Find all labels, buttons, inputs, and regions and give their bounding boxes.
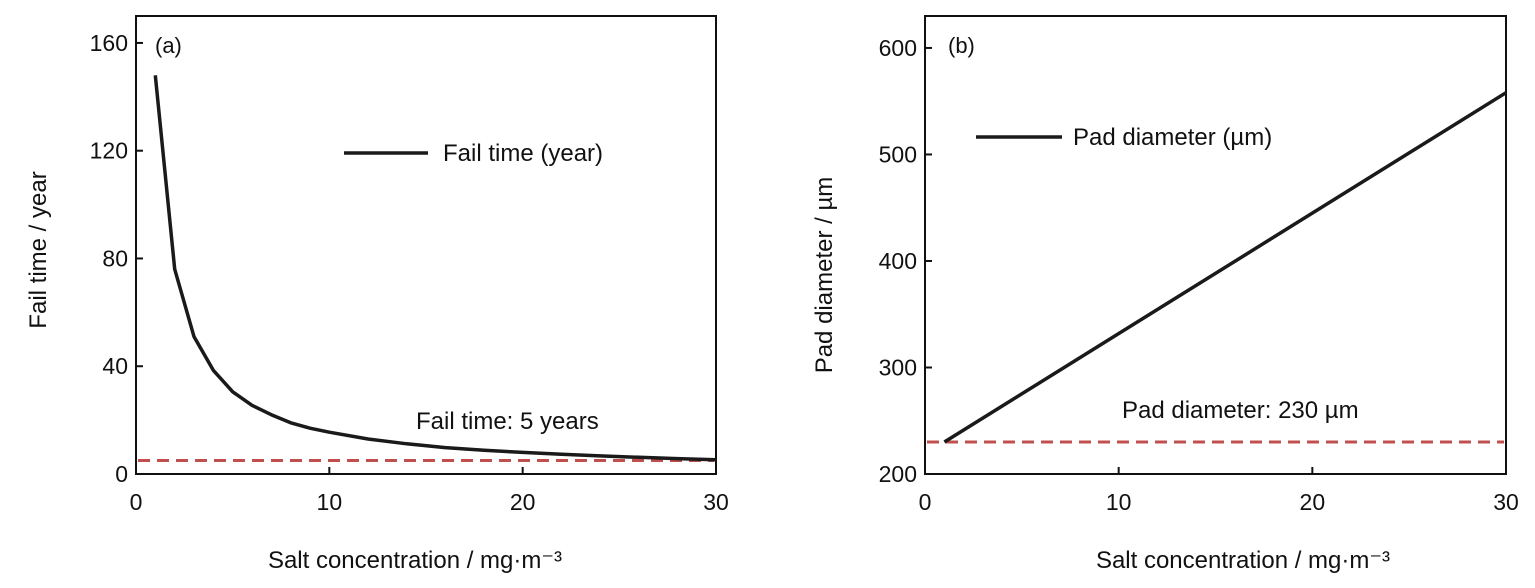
x-tick-label: 10	[1106, 489, 1132, 515]
x-tick-label: 10	[317, 489, 343, 515]
y-tick-label: 120	[90, 138, 128, 164]
ticks-b: 0 10 20 30 200 300 400 500 600	[879, 35, 1519, 515]
x-tick-label: 0	[919, 489, 932, 515]
y-tick-label: 300	[879, 354, 917, 380]
y-tick-label: 80	[102, 245, 128, 271]
legend-label-fail-time: Fail time (year)	[443, 140, 603, 167]
x-tick-label: 30	[703, 489, 729, 515]
x-tick-label: 30	[1493, 489, 1519, 515]
panel-label-b: (b)	[948, 33, 975, 58]
ticks-a: 0 10 20 30 0 40 80 120 160	[90, 30, 729, 515]
panel-label-a: (a)	[155, 33, 182, 58]
plot-frame-b	[924, 15, 1507, 475]
series-line-pad-diameter	[943, 91, 1507, 444]
y-tick-label: 0	[115, 461, 128, 487]
y-tick-label: 200	[879, 461, 917, 487]
x-tick-label: 20	[510, 489, 536, 515]
y-axis-label-b: Pad diameter / µm	[811, 177, 838, 374]
reference-annotation-a: Fail time: 5 years	[416, 408, 599, 435]
y-tick-label: 160	[90, 30, 128, 56]
y-tick-label: 600	[879, 35, 917, 61]
legend-label-pad-diameter: Pad diameter (µm)	[1073, 124, 1272, 151]
x-tick-label: 0	[130, 489, 143, 515]
series-line-fail-time	[153, 75, 717, 462]
plot-frame-a	[135, 15, 717, 475]
x-axis-label-a: Salt concentration / mg·m⁻³	[268, 547, 562, 574]
y-axis-label-a: Fail time / year	[25, 171, 52, 328]
y-tick-label: 40	[102, 353, 128, 379]
y-tick-label: 400	[879, 248, 917, 274]
y-tick-label: 500	[879, 141, 917, 167]
x-tick-label: 20	[1300, 489, 1326, 515]
reference-annotation-b: Pad diameter: 230 µm	[1122, 397, 1359, 424]
x-axis-label-b: Salt concentration / mg·m⁻³	[1096, 547, 1390, 574]
panel-b: 0 10 20 30 200 300 400 500 600 (b) Pad diameter …	[811, 15, 1519, 574]
